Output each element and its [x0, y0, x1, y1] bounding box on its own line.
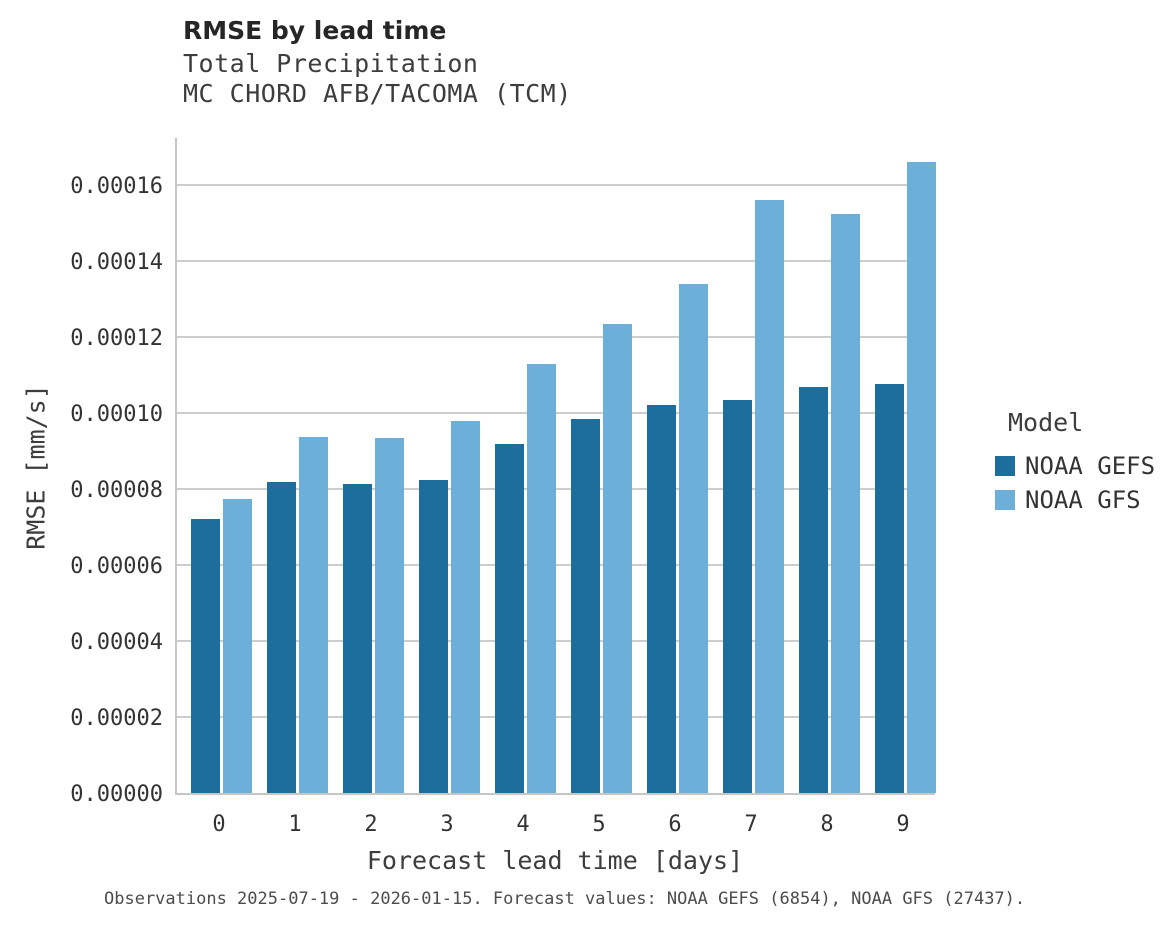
bar-noaa-gfs-day-9: [906, 162, 936, 793]
plot-area: [175, 138, 936, 795]
x-tick-label: 1: [288, 812, 302, 837]
x-tick-label: 2: [364, 812, 378, 837]
gridline: [177, 563, 935, 566]
footer-caption: Observations 2025-07-19 - 2026-01-15. Fo…: [104, 889, 1026, 909]
gridline: [177, 487, 935, 490]
y-tick-label: 0.00008: [70, 477, 163, 503]
gridline: [177, 335, 935, 338]
bar-noaa-gfs-day-1: [298, 437, 328, 793]
y-tick-label: 0.00004: [70, 629, 163, 655]
legend-entry-noaa-gfs: NOAA GFS: [993, 483, 1173, 517]
bar-noaa-gfs-day-6: [678, 284, 708, 793]
bar-noaa-gefs-day-3: [418, 480, 448, 793]
x-tick-label: 7: [744, 812, 758, 837]
y-tick-label: 0.00000: [70, 782, 163, 807]
bar-noaa-gefs-day-8: [798, 387, 828, 793]
x-tick-label: 0: [212, 812, 226, 837]
legend: Model NOAA GEFS NOAA GFS: [993, 408, 1173, 517]
legend-swatch-icon: [995, 490, 1015, 510]
y-tick-label: 0.00010: [70, 401, 163, 427]
y-tick-label: 0.00012: [70, 325, 163, 351]
bar-noaa-gefs-day-2: [342, 484, 372, 793]
gridline: [177, 259, 935, 262]
chart-subtitle-station: MC CHORD AFB/TACOMA (TCM): [183, 79, 572, 108]
x-tick-label: 5: [592, 812, 606, 837]
bar-noaa-gefs-day-9: [874, 384, 904, 793]
bar-noaa-gfs-day-7: [754, 200, 784, 793]
legend-entries: NOAA GEFS NOAA GFS: [993, 449, 1173, 517]
legend-title: Model: [1008, 408, 1084, 437]
bar-noaa-gefs-day-7: [722, 400, 752, 793]
x-tick-label: 8: [820, 812, 834, 837]
y-tick-label: 0.00006: [70, 553, 163, 579]
x-tick-label: 3: [440, 812, 454, 837]
bar-noaa-gfs-day-2: [374, 438, 404, 793]
bar-noaa-gefs-day-4: [494, 444, 524, 793]
legend-label: NOAA GFS: [1025, 486, 1141, 514]
gridline: [177, 183, 935, 186]
bar-noaa-gfs-day-8: [830, 214, 860, 793]
bar-noaa-gfs-day-3: [450, 421, 480, 793]
y-tick-label: 0.00014: [70, 249, 163, 275]
x-tick-label: 9: [896, 812, 910, 837]
x-tick-label: 4: [516, 812, 530, 837]
legend-swatch-icon: [995, 456, 1015, 476]
bar-noaa-gefs-day-5: [570, 419, 600, 793]
gridline: [177, 639, 935, 642]
y-tick-label: 0.00016: [70, 173, 163, 199]
bar-noaa-gefs-day-1: [266, 482, 296, 793]
bar-noaa-gefs-day-0: [190, 519, 220, 793]
y-tick-label: 0.00002: [70, 705, 163, 731]
bar-noaa-gfs-day-5: [602, 324, 632, 793]
legend-label: NOAA GEFS: [1025, 452, 1156, 480]
x-axis-title: Forecast lead time [days]: [366, 846, 744, 875]
gridline: [177, 411, 935, 414]
chart-title: RMSE by lead time: [183, 16, 447, 45]
legend-entry-noaa-gefs: NOAA GEFS: [993, 449, 1173, 483]
x-tick-label: 6: [668, 812, 682, 837]
bar-noaa-gefs-day-6: [646, 405, 676, 793]
gridline: [177, 715, 935, 718]
bar-noaa-gfs-day-4: [526, 364, 556, 793]
bar-noaa-gfs-day-0: [222, 499, 252, 793]
chart-subtitle-variable: Total Precipitation: [183, 49, 479, 78]
